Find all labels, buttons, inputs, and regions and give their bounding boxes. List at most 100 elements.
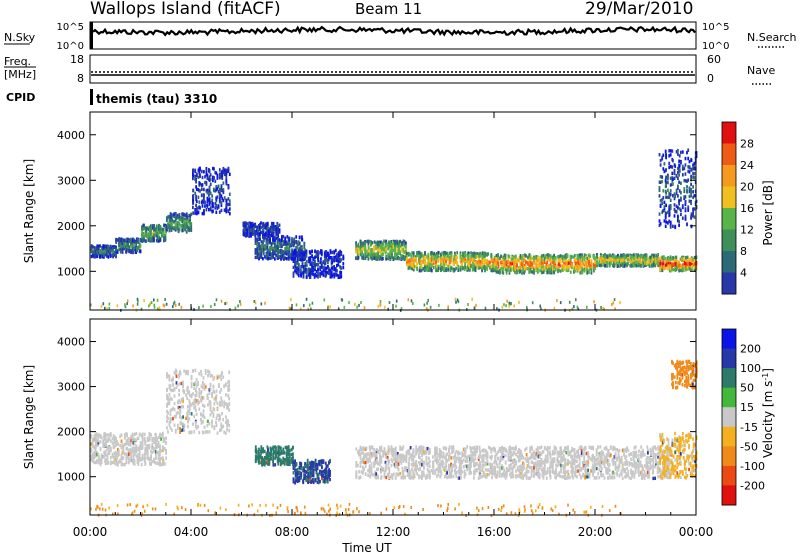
power-cell bbox=[166, 218, 168, 223]
power-cell bbox=[586, 264, 589, 269]
velocity-cell bbox=[117, 442, 119, 446]
power-cell bbox=[220, 203, 223, 207]
power-cell bbox=[301, 248, 304, 252]
power-cell bbox=[668, 213, 671, 217]
power-cell bbox=[292, 274, 295, 278]
power-cell bbox=[192, 199, 195, 203]
power-cell bbox=[342, 265, 345, 270]
power-cell bbox=[475, 303, 477, 307]
power-cell bbox=[467, 303, 469, 306]
power-cell bbox=[216, 206, 219, 210]
power-cell bbox=[690, 200, 692, 204]
power-cell bbox=[471, 254, 474, 258]
power-cell bbox=[278, 228, 281, 232]
power-cell bbox=[500, 262, 502, 267]
power-cell bbox=[184, 225, 186, 230]
power-cell bbox=[581, 261, 584, 265]
velocity-cell bbox=[124, 436, 126, 440]
power-cell bbox=[104, 244, 107, 248]
power-cell bbox=[690, 158, 693, 163]
power-cell bbox=[188, 228, 191, 232]
power-cell bbox=[661, 255, 664, 259]
power-cell bbox=[178, 228, 181, 232]
power-cell bbox=[688, 165, 691, 169]
power-cell bbox=[258, 233, 260, 237]
power-cell bbox=[586, 256, 589, 261]
power-cell bbox=[379, 300, 382, 303]
power-cell bbox=[334, 255, 337, 259]
power-cell bbox=[459, 254, 462, 259]
power-cell bbox=[681, 255, 683, 260]
power-cell bbox=[189, 223, 191, 227]
velocity-cell bbox=[143, 438, 146, 442]
power-cell bbox=[554, 265, 557, 269]
power-cell bbox=[327, 271, 330, 275]
power-cell bbox=[548, 267, 550, 272]
power-cell bbox=[181, 228, 184, 233]
power-cell bbox=[427, 252, 430, 257]
power-cell bbox=[268, 229, 270, 233]
power-cell bbox=[686, 267, 689, 271]
power-cell bbox=[237, 304, 239, 308]
velocity-cell bbox=[133, 442, 136, 446]
power-cell bbox=[673, 203, 676, 207]
power-cell bbox=[204, 204, 206, 208]
power-cell bbox=[270, 252, 273, 256]
power-cell bbox=[684, 163, 687, 167]
power-cell bbox=[164, 236, 167, 241]
velocity-cell bbox=[121, 443, 124, 447]
power-cell bbox=[204, 175, 206, 179]
power-cell bbox=[671, 149, 674, 153]
power-cell bbox=[623, 264, 626, 268]
power-cell bbox=[500, 267, 502, 271]
velocity-cell bbox=[139, 441, 142, 445]
power-cell bbox=[255, 231, 258, 235]
power-cell bbox=[388, 255, 390, 260]
power-cell bbox=[399, 250, 402, 254]
nave-tick-top: 60 bbox=[707, 53, 721, 66]
power-cell bbox=[331, 257, 334, 262]
power-cell bbox=[151, 224, 154, 228]
power-cell bbox=[225, 199, 228, 203]
power-cell bbox=[626, 261, 628, 266]
power-cell bbox=[203, 197, 205, 201]
power-cell bbox=[661, 198, 664, 202]
power-cell bbox=[424, 259, 426, 263]
power-cell bbox=[184, 228, 186, 232]
power-cell bbox=[692, 207, 694, 211]
power-cell bbox=[183, 220, 185, 225]
power-cell bbox=[297, 270, 300, 274]
power-cell bbox=[309, 258, 312, 262]
power-cell bbox=[681, 265, 683, 269]
power-cell bbox=[168, 214, 171, 219]
power-cell bbox=[495, 253, 498, 258]
power-cell bbox=[97, 250, 100, 254]
power-cell bbox=[375, 252, 378, 257]
power-cell bbox=[175, 222, 177, 226]
power-cell bbox=[146, 233, 149, 237]
power-cell bbox=[280, 241, 282, 246]
power-cell bbox=[497, 259, 500, 264]
power-cell bbox=[225, 210, 228, 214]
power-cell bbox=[661, 179, 664, 184]
power-cell bbox=[604, 264, 607, 268]
power-cell bbox=[549, 266, 552, 271]
power-cell bbox=[251, 228, 254, 232]
power-cell bbox=[209, 208, 212, 212]
power-cell bbox=[259, 250, 261, 254]
power-cell bbox=[272, 246, 274, 251]
power-cell bbox=[373, 256, 376, 260]
power-cell bbox=[381, 244, 383, 248]
power-cell bbox=[415, 257, 417, 261]
power-cell bbox=[511, 261, 514, 266]
velocity-cell bbox=[93, 456, 96, 460]
power-cell bbox=[375, 242, 378, 247]
power-cell bbox=[297, 250, 300, 254]
power-cell bbox=[479, 251, 482, 256]
power-cell bbox=[604, 258, 607, 263]
power-cell bbox=[446, 251, 449, 255]
power-cell bbox=[137, 299, 139, 303]
power-cell bbox=[470, 258, 472, 262]
power-cell bbox=[436, 254, 438, 258]
power-cell bbox=[223, 170, 226, 174]
